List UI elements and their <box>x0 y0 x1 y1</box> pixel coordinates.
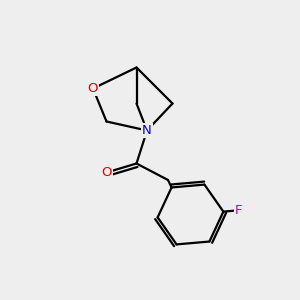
Text: N: N <box>142 124 152 137</box>
Text: F: F <box>235 204 243 217</box>
Text: O: O <box>88 82 98 95</box>
Text: O: O <box>101 166 112 179</box>
